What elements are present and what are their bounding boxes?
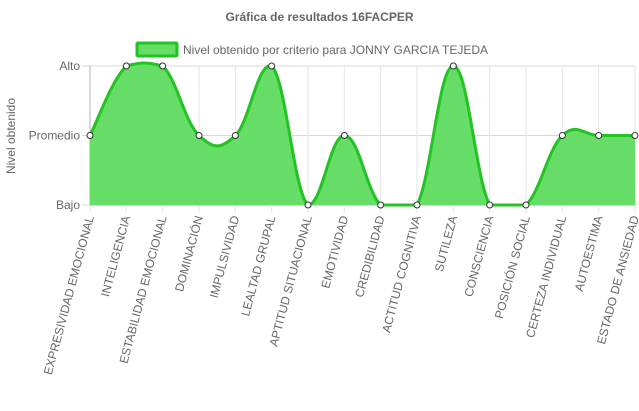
y-axis: Bajo Promedio Alto xyxy=(29,59,81,212)
data-point[interactable] xyxy=(595,132,603,139)
x-tick-label: ACTITUD COGNITIVA xyxy=(379,214,424,334)
data-point[interactable] xyxy=(86,132,94,139)
data-point[interactable] xyxy=(159,62,167,70)
x-tick-label: EMOTIVIDAD xyxy=(318,214,351,290)
x-axis: EXPRESIVIDAD EMOCIONAL INTELIGENCIAESTABI… xyxy=(41,214,639,377)
x-tick-label: SUTILEZA xyxy=(432,214,460,273)
x-tick-label: INTELIGENCIA xyxy=(98,214,133,298)
data-point[interactable] xyxy=(522,201,530,209)
x-tick-label: DOMINACIÓN xyxy=(171,214,206,293)
y-axis-label: Nivel obtenido xyxy=(4,98,18,174)
x-tick-label: LEALTAD GRUPAL xyxy=(238,214,278,318)
series-area xyxy=(90,63,635,205)
data-points xyxy=(86,62,639,209)
data-point[interactable] xyxy=(195,132,203,139)
legend-label: Nivel obtenido por criterio para JONNY G… xyxy=(183,43,488,57)
y-tick-label: Alto xyxy=(59,59,80,73)
data-point[interactable] xyxy=(231,132,239,139)
x-tick-label: CONSCIENCIA xyxy=(461,214,496,298)
series-line xyxy=(88,61,635,207)
y-tick-label: Promedio xyxy=(29,129,81,143)
data-point[interactable] xyxy=(558,132,566,139)
x-tick-label: AUTOESTIMA xyxy=(572,214,606,293)
data-point[interactable] xyxy=(413,201,421,209)
plot-area xyxy=(88,61,635,207)
data-point[interactable] xyxy=(268,62,276,70)
x-tick-label: CREDIBILIDAD xyxy=(352,214,387,299)
x-tick-label: IMPULSIVIDAD xyxy=(207,214,243,300)
chart-title: Gráfica de resultados 16FACPER xyxy=(225,10,413,24)
x-tick-label: EXPRESIVIDAD EMOCIONAL xyxy=(41,214,97,376)
data-point[interactable] xyxy=(377,201,385,209)
data-point[interactable] xyxy=(449,62,457,70)
x-tick-label: POSICIÓN SOCIAL xyxy=(491,214,533,321)
data-point[interactable] xyxy=(340,132,348,139)
data-point[interactable] xyxy=(304,201,312,209)
legend-swatch xyxy=(135,41,179,58)
y-tick-label: Bajo xyxy=(56,198,80,212)
data-point[interactable] xyxy=(631,132,639,139)
legend[interactable]: Nivel obtenido por criterio para JONNY G… xyxy=(135,41,488,58)
x-tick-label: CERTEZA INDIVIDUAL xyxy=(523,214,569,339)
data-point[interactable] xyxy=(486,201,494,209)
data-point[interactable] xyxy=(122,62,130,70)
